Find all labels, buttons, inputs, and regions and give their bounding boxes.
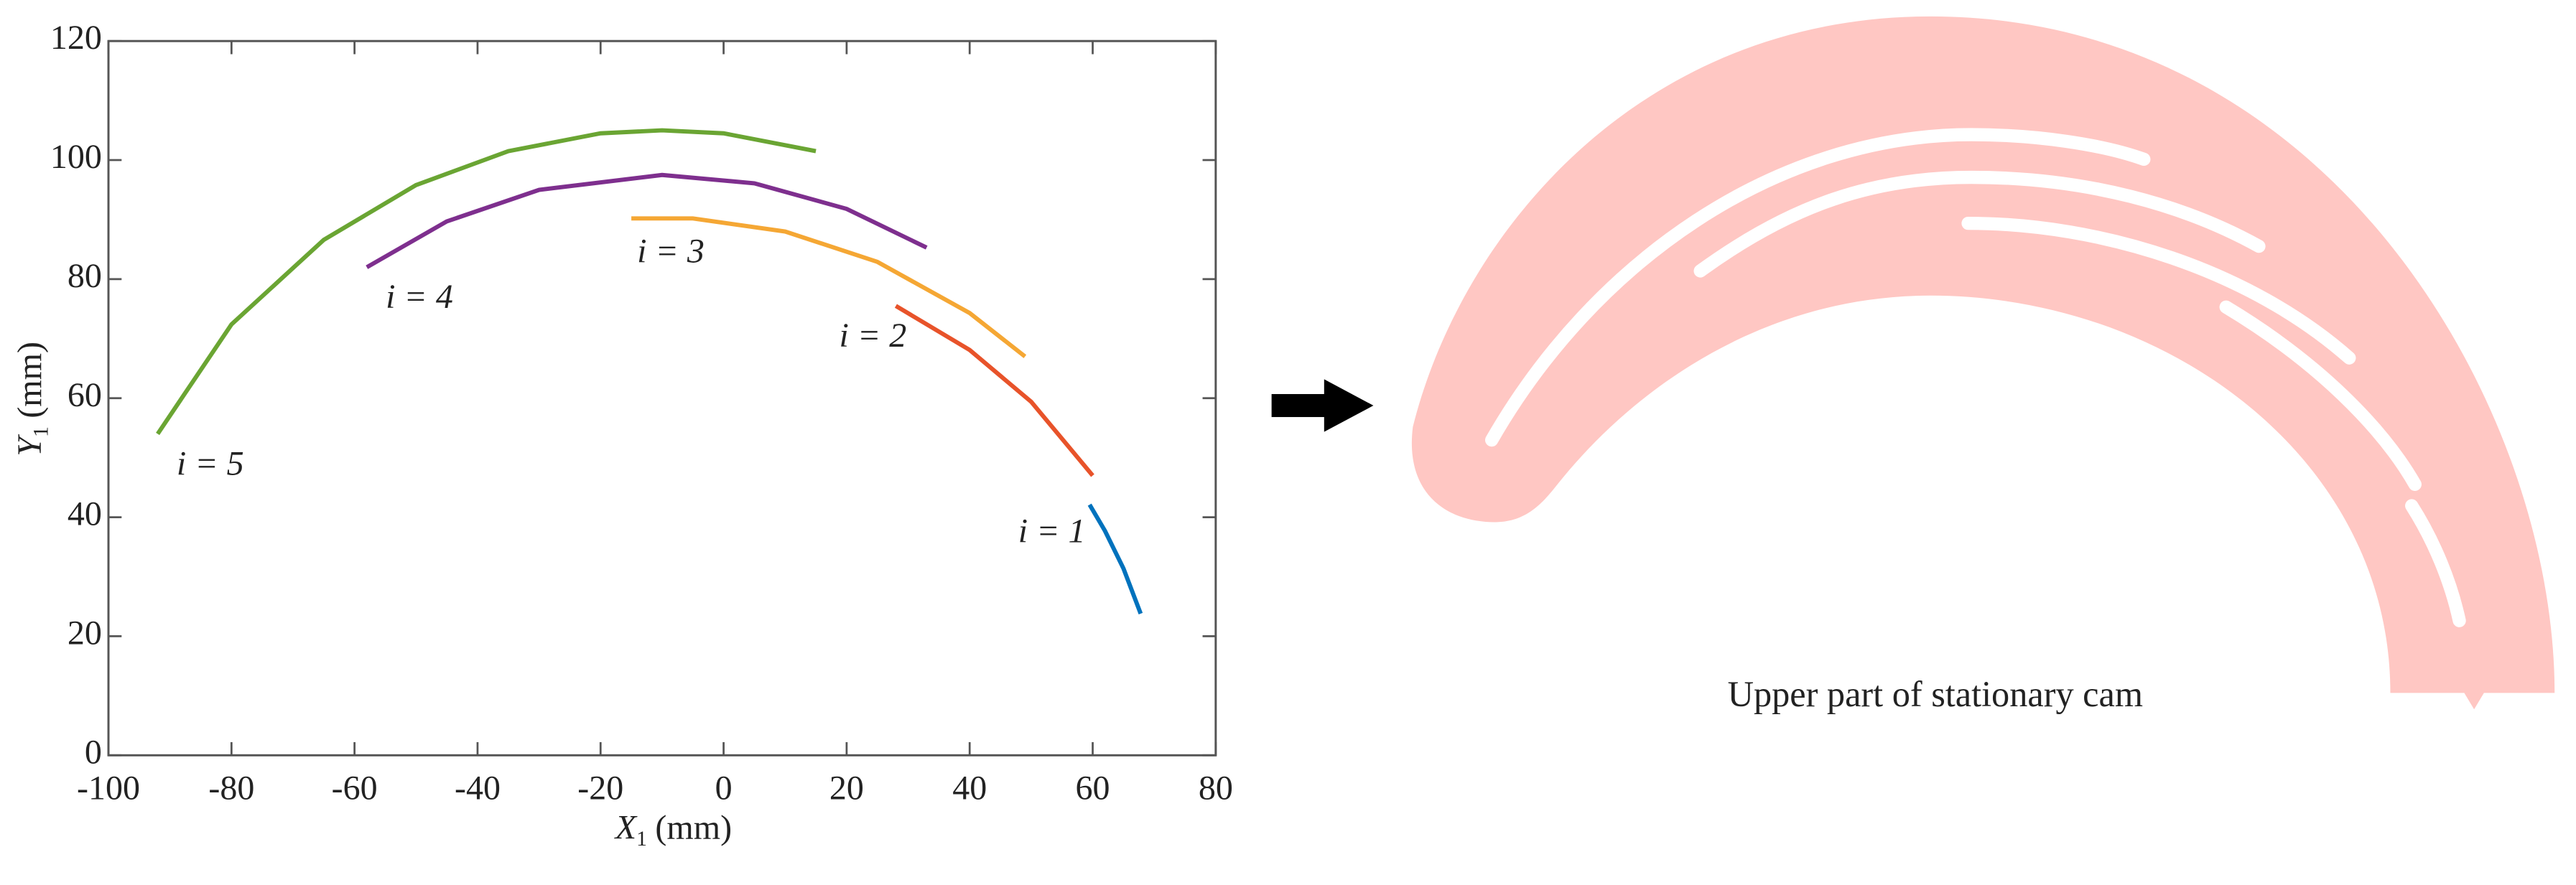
x-axis-unit: (mm) <box>655 809 732 847</box>
x-axis-symbol: X <box>614 809 638 847</box>
curve-label: i = 1 <box>1018 512 1086 550</box>
cam-slot <box>2405 499 2466 627</box>
x-tick-label: 80 <box>1199 769 1233 807</box>
arrow-shaft <box>1271 394 1331 418</box>
x-axis-subscript: 1 <box>636 828 647 851</box>
y-tick-label: 60 <box>68 376 102 414</box>
y-axis-label: Y1 (mm) <box>11 342 53 456</box>
y-axis-subscript: 1 <box>29 426 52 437</box>
cam-slot <box>1693 170 2266 278</box>
curve <box>156 128 817 436</box>
curve <box>1087 503 1143 614</box>
curve-label: i = 3 <box>637 233 705 271</box>
y-tick-label: 0 <box>85 733 102 771</box>
curve <box>631 216 1027 359</box>
y-tick-label: 120 <box>50 19 102 57</box>
y-axis-unit: (mm) <box>11 342 49 418</box>
cam-slot <box>1961 216 2356 365</box>
cam-slot <box>1485 128 2151 447</box>
x-tick-label: -100 <box>77 769 140 807</box>
diagram-caption: Upper part of stationary cam <box>1728 674 2143 714</box>
curve-label: i = 4 <box>386 278 453 316</box>
x-tick-label: -20 <box>577 769 623 807</box>
curve <box>894 304 1094 477</box>
cam-diagram: Upper part of stationary cam <box>1411 16 2555 714</box>
y-axis-symbol: Y <box>11 434 49 456</box>
x-tick-label: -60 <box>332 769 378 807</box>
curve-label: i = 5 <box>177 444 244 482</box>
y-tick-label: 40 <box>68 495 102 533</box>
y-tick-label: 20 <box>68 614 102 652</box>
x-tick-label: 40 <box>952 769 987 807</box>
arrow <box>1271 379 1374 432</box>
curve-label: i = 2 <box>840 317 907 355</box>
x-axis-label: X1 (mm) <box>614 809 732 851</box>
x-tick-label: -80 <box>208 769 254 807</box>
x-tick-label: 20 <box>829 769 864 807</box>
cam-slots <box>1485 128 2466 627</box>
y-tick-label: 80 <box>68 257 102 295</box>
x-tick-label: 60 <box>1076 769 1110 807</box>
plot-frame <box>107 39 1217 757</box>
x-tick-label: 0 <box>715 769 733 807</box>
x-tick-label: -40 <box>455 769 501 807</box>
cam-slot <box>2219 300 2422 491</box>
cam-shape <box>1411 16 2555 710</box>
arrow-head <box>1324 379 1374 432</box>
curve <box>366 172 928 269</box>
y-tick-label: 100 <box>50 138 102 176</box>
